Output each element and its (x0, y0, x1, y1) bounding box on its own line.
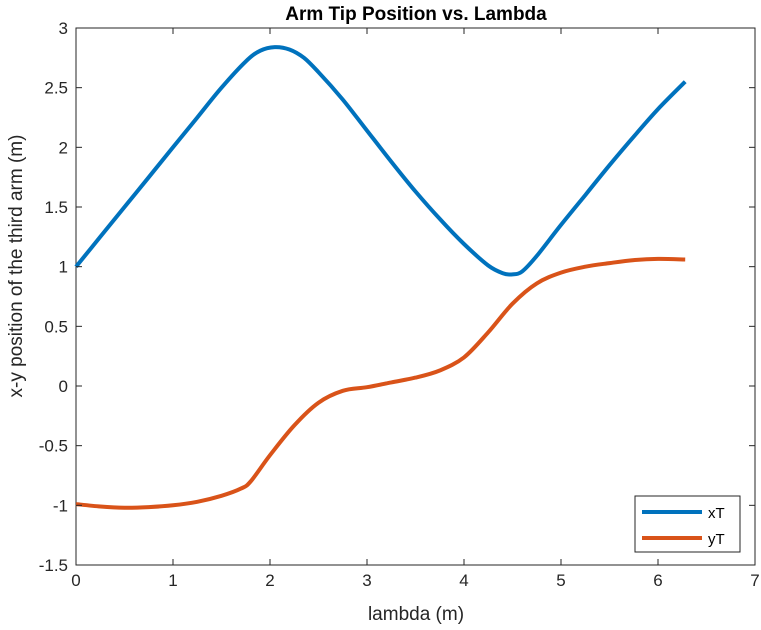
y-tick-label: -1 (53, 496, 68, 515)
axes-box (75, 27, 756, 566)
y-axis: -1.5 -1 -0.5 0 0.5 1 1.5 2 2.5 3 (39, 19, 755, 575)
series-line-yT (75, 256, 686, 510)
x-tick-label: 7 (750, 571, 759, 590)
legend-box (634, 495, 741, 553)
x-tick-label: 5 (556, 571, 565, 590)
x-tick-label: 3 (362, 571, 371, 590)
y-tick-label: 0.5 (44, 317, 68, 336)
y-tick-label: 3 (59, 19, 68, 38)
x-axis-label: lambda (m) (368, 604, 464, 625)
x-tick-label: 0 (71, 571, 80, 590)
x-tick-label: 2 (265, 571, 274, 590)
x-tick-label: 1 (168, 571, 177, 590)
x-tick-label: 6 (653, 571, 662, 590)
series-layer (74, 45, 687, 510)
y-tick-label: 0 (59, 377, 68, 396)
legend: xT yT (634, 495, 741, 553)
y-tick-label: 1 (59, 258, 68, 277)
y-tick-label: 2 (59, 138, 68, 157)
legend-label-xT: xT (708, 505, 725, 522)
y-tick-label: 1.5 (44, 198, 68, 217)
x-axis: 0 1 2 3 4 5 6 7 (71, 28, 760, 590)
y-axis-label: x-y position of the third arm (m) (6, 135, 27, 398)
series-line-xT (74, 45, 687, 277)
chart-title: Arm Tip Position vs. Lambda (285, 4, 547, 25)
x-tick-label: 4 (459, 571, 468, 590)
plot-area (74, 27, 756, 566)
y-tick-label: -1.5 (39, 556, 68, 575)
legend-label-yT: yT (708, 531, 725, 548)
y-tick-label: 2.5 (44, 79, 68, 98)
y-tick-label: -0.5 (39, 437, 68, 456)
